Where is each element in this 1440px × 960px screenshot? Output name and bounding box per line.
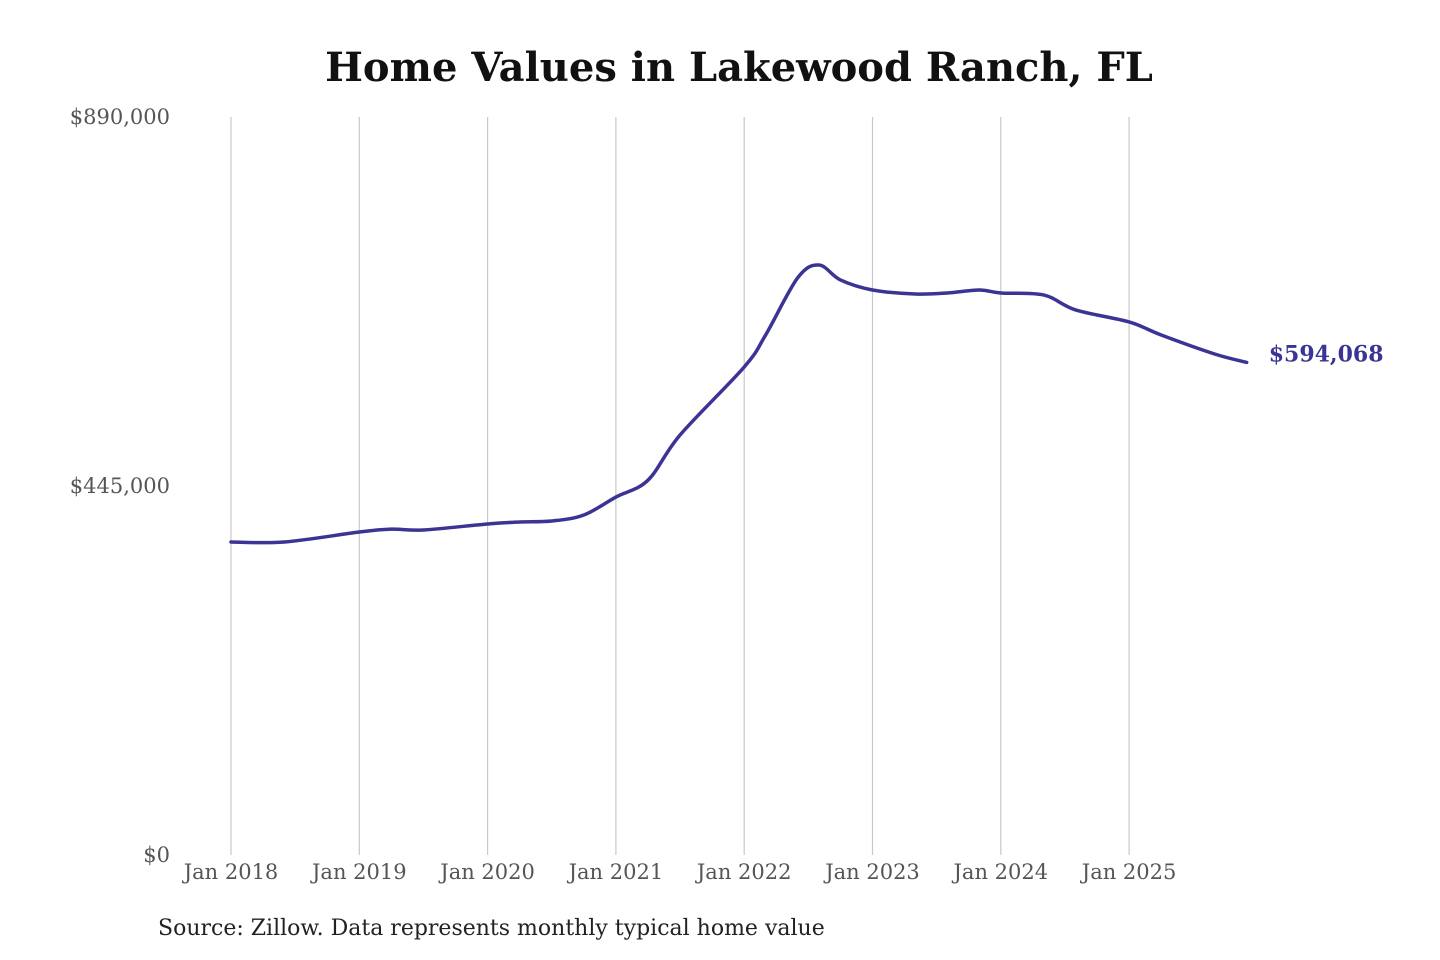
y-tick-label: $890,000 bbox=[70, 105, 170, 129]
y-tick-label: $445,000 bbox=[70, 474, 170, 498]
x-tick-label: Jan 2020 bbox=[438, 860, 535, 884]
x-tick-label: Jan 2021 bbox=[567, 860, 664, 884]
chart-title: Home Values in Lakewood Ranch, FL bbox=[325, 44, 1153, 91]
x-tick-label: Jan 2024 bbox=[952, 860, 1049, 884]
x-tick-label: Jan 2019 bbox=[310, 860, 407, 884]
y-axis: $0 $445,000 $890,000 bbox=[70, 105, 170, 867]
x-tick-label: Jan 2025 bbox=[1080, 860, 1177, 884]
y-tick-label: $0 bbox=[143, 843, 170, 867]
x-axis: Jan 2018 Jan 2019 Jan 2020 Jan 2021 Jan 2022… bbox=[182, 860, 1177, 884]
gridlines bbox=[230, 117, 1130, 855]
source-note: Source: Zillow. Data represents monthly … bbox=[158, 916, 825, 941]
x-tick-label: Jan 2018 bbox=[182, 860, 279, 884]
series-line bbox=[229, 263, 1249, 545]
x-tick-label: Jan 2022 bbox=[695, 860, 792, 884]
end-value-label: $594,068 bbox=[1269, 341, 1384, 367]
x-tick-label: Jan 2023 bbox=[823, 860, 920, 884]
